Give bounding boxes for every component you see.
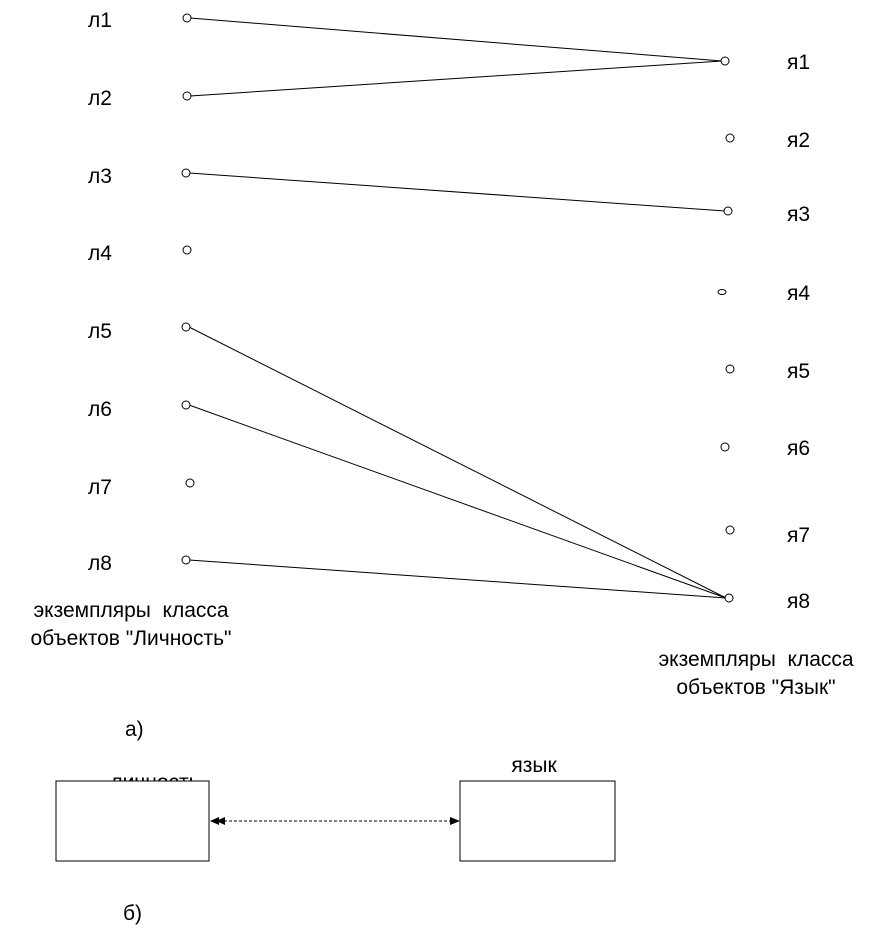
right-node-2 bbox=[725, 133, 735, 143]
left-node-3 bbox=[181, 168, 191, 178]
left-node-column: л1 л2 л3 л4 л5 л6 л7 л8 bbox=[88, 9, 195, 575]
left-node-label-4: л4 bbox=[88, 242, 112, 265]
right-node-column: я1 я2 я3 я4 я5 я6 я7 я8 bbox=[717, 51, 810, 613]
left-node-label-8: л8 bbox=[88, 552, 112, 575]
right-node-label-7: я7 bbox=[787, 524, 810, 547]
left-node-label-7: л7 bbox=[88, 476, 112, 499]
right-node-label-1: я1 bbox=[787, 51, 810, 74]
right-node-6 bbox=[720, 442, 730, 452]
language-box-title: язык bbox=[511, 754, 557, 777]
left-caption-line-2: объектов "Личность" bbox=[31, 627, 232, 650]
left-node-1 bbox=[182, 13, 192, 23]
right-node-8 bbox=[724, 593, 734, 603]
right-node-1 bbox=[720, 56, 730, 66]
right-node-3 bbox=[723, 206, 733, 216]
left-node-label-6: л6 bbox=[88, 398, 112, 421]
left-node-4 bbox=[182, 245, 192, 255]
right-caption-line-2: объектов "Язык" bbox=[676, 676, 835, 699]
left-node-label-5: л5 bbox=[88, 320, 112, 343]
language-box bbox=[459, 780, 616, 862]
left-node-label-2: л2 bbox=[88, 87, 112, 110]
arrowhead-right bbox=[450, 817, 460, 825]
right-node-4 bbox=[717, 289, 727, 295]
right-node-5 bbox=[725, 364, 735, 374]
link-л6-я8 bbox=[188, 404, 727, 599]
double-arrowhead-left-inner bbox=[216, 817, 225, 825]
right-node-label-5: я5 bbox=[787, 360, 810, 383]
left-node-label-1: л1 bbox=[88, 9, 112, 32]
right-caption-line-1: экземпляры класса bbox=[658, 648, 853, 671]
left-node-label-3: л3 bbox=[88, 165, 112, 188]
link-л5-я8 bbox=[188, 326, 727, 599]
double-arrowhead-left-outer bbox=[210, 817, 219, 825]
relationship-links bbox=[188, 17, 727, 599]
left-node-5 bbox=[181, 322, 191, 332]
right-node-label-8: я8 bbox=[787, 590, 810, 613]
link-л3-я3 bbox=[188, 172, 726, 212]
right-node-label-4: я4 bbox=[787, 282, 810, 305]
right-node-label-2: я2 bbox=[787, 129, 810, 152]
personality-box bbox=[55, 780, 210, 862]
right-node-7 bbox=[725, 525, 735, 535]
link-л1-я1 bbox=[189, 17, 723, 62]
link-л2-я1 bbox=[189, 60, 723, 97]
right-node-label-6: я6 bbox=[787, 437, 810, 460]
part-b-label: б) bbox=[123, 902, 142, 925]
part-a-label: а) bbox=[125, 718, 144, 741]
left-caption-line-1: экземпляры класса bbox=[33, 599, 228, 622]
left-node-7 bbox=[185, 478, 195, 488]
link-л8-я8 bbox=[188, 559, 727, 599]
left-node-6 bbox=[181, 400, 191, 410]
left-node-2 bbox=[182, 91, 192, 101]
left-node-8 bbox=[181, 555, 191, 565]
right-node-label-3: я3 bbox=[787, 203, 810, 226]
